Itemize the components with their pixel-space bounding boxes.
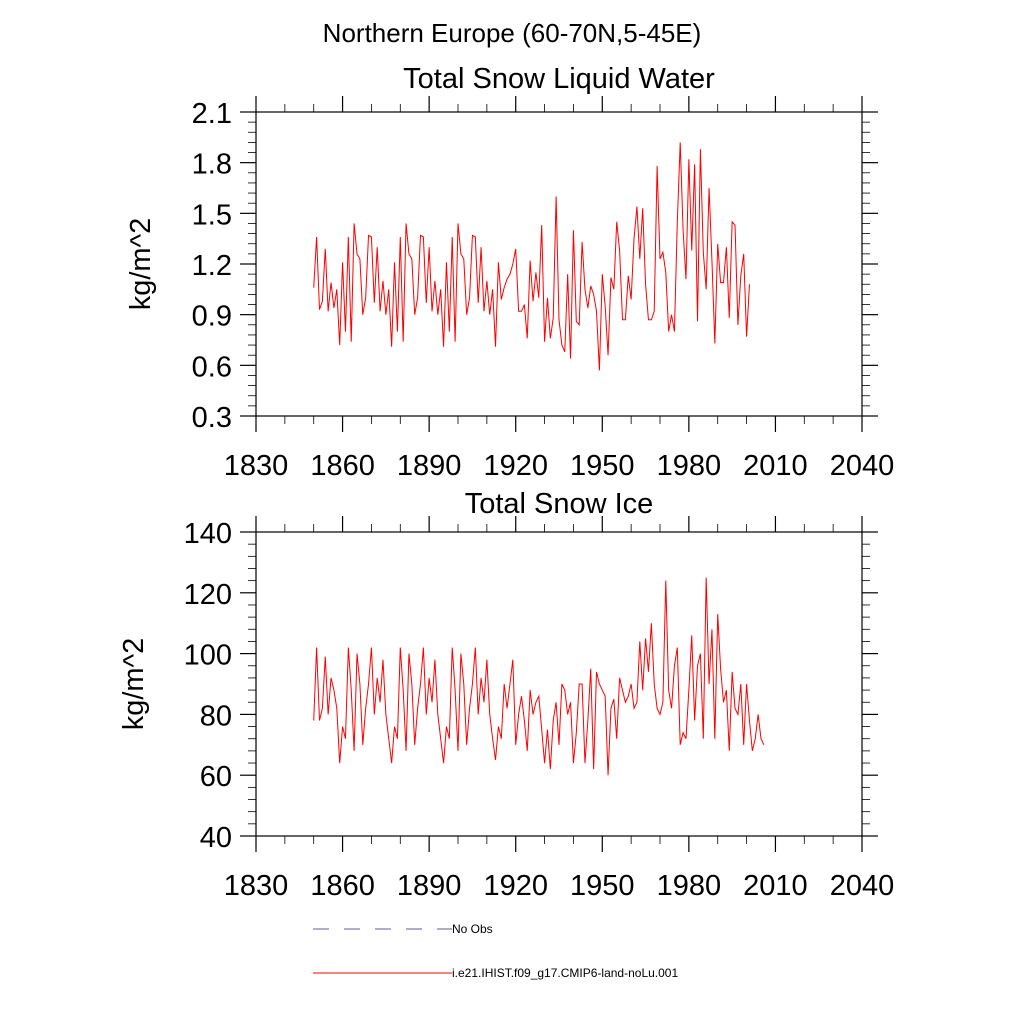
series-line-model xyxy=(313,577,765,776)
x-tick-label: 2010 xyxy=(743,450,808,482)
x-tick-label: 1830 xyxy=(224,870,289,902)
x-tick-label: 1950 xyxy=(570,870,635,902)
x-tick-label: 1980 xyxy=(657,450,722,482)
axes-group: 1830 1860 1890 1920 1950 1980 2010 2040 0.3 0.6 0.… xyxy=(192,96,895,482)
legend-obs-label: No Obs xyxy=(452,922,493,936)
y-axis-label: kg/m^2 xyxy=(125,218,157,311)
x-tick-label: 1950 xyxy=(570,450,635,482)
y-tick-label: 2.1 xyxy=(192,98,232,130)
y-tick-label: 80 xyxy=(200,700,232,732)
x-tick-label: 1920 xyxy=(483,870,548,902)
y-tick-label: 60 xyxy=(200,761,232,793)
x-tick-label: 1890 xyxy=(397,450,462,482)
panel-total-snow-ice: Total Snow Ice kg/m^2 1830 1860 1890 1920 19… xyxy=(118,488,894,902)
y-tick-label: 1.5 xyxy=(192,199,232,231)
x-tick-label: 1860 xyxy=(310,870,375,902)
panel-title: Total Snow Ice xyxy=(465,488,654,520)
x-tick-label: 1890 xyxy=(397,870,462,902)
y-tick-label: 1.2 xyxy=(192,250,232,282)
panel-title: Total Snow Liquid Water xyxy=(403,63,715,95)
x-tick-label: 2010 xyxy=(743,870,808,902)
x-tick-label: 1860 xyxy=(310,450,375,482)
x-tick-label: 2040 xyxy=(830,870,895,902)
y-tick-label: 0.9 xyxy=(192,301,232,333)
x-tick-label: 1830 xyxy=(224,450,289,482)
x-tick-label: 1920 xyxy=(483,450,548,482)
y-tick-label: 40 xyxy=(200,822,232,854)
y-tick-label: 120 xyxy=(184,579,232,611)
y-tick-label: 0.3 xyxy=(192,402,232,434)
y-tick-label: 100 xyxy=(184,640,232,672)
legend-model-label: i.e21.IHIST.f09_g17.CMIP6-land-noLu.001 xyxy=(452,966,678,980)
panel-total-snow-liquid-water: Total Snow Liquid Water kg/m^2 1830 1860 1… xyxy=(125,63,894,482)
legend: No Obs i.e21.IHIST.f09_g17.CMIP6-land-no… xyxy=(313,922,678,980)
plot-frame xyxy=(255,111,863,417)
x-tick-label: 1980 xyxy=(657,870,722,902)
series-line-model xyxy=(313,142,750,371)
x-tick-label: 2040 xyxy=(830,450,895,482)
y-tick-label: 140 xyxy=(184,518,232,550)
axes-group: 1830 1860 1890 1920 1950 1980 2010 2040 40 60 80 10… xyxy=(184,516,895,902)
figure-suptitle: Northern Europe (60-70N,5-45E) xyxy=(323,18,702,48)
plot-frame xyxy=(255,531,863,837)
y-tick-label: 1.8 xyxy=(192,149,232,181)
y-axis-label: kg/m^2 xyxy=(118,638,150,731)
y-tick-label: 0.6 xyxy=(192,351,232,383)
